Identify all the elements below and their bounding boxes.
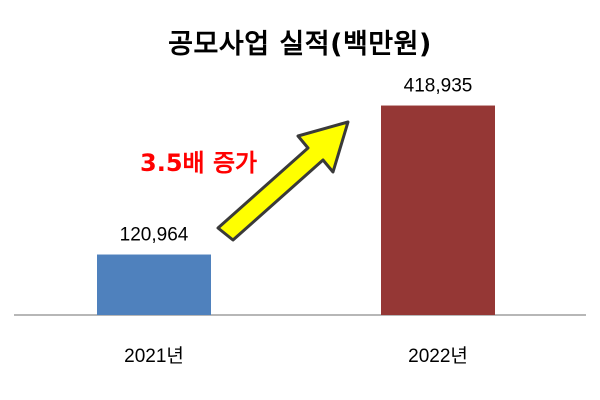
chart-title: 공모사업 실적(백만원) — [168, 29, 432, 60]
increase-annotation: 3.5배 증가 — [140, 149, 258, 177]
x-tick-label-1: 2021년 — [124, 345, 184, 367]
data-label-1: 120,964 — [120, 225, 189, 246]
bar-1 — [97, 254, 211, 315]
bar-2 — [381, 105, 495, 315]
increase-arrow-icon — [216, 120, 350, 242]
data-label-2: 418,935 — [404, 76, 473, 97]
x-tick-label-2: 2022년 — [408, 345, 468, 367]
